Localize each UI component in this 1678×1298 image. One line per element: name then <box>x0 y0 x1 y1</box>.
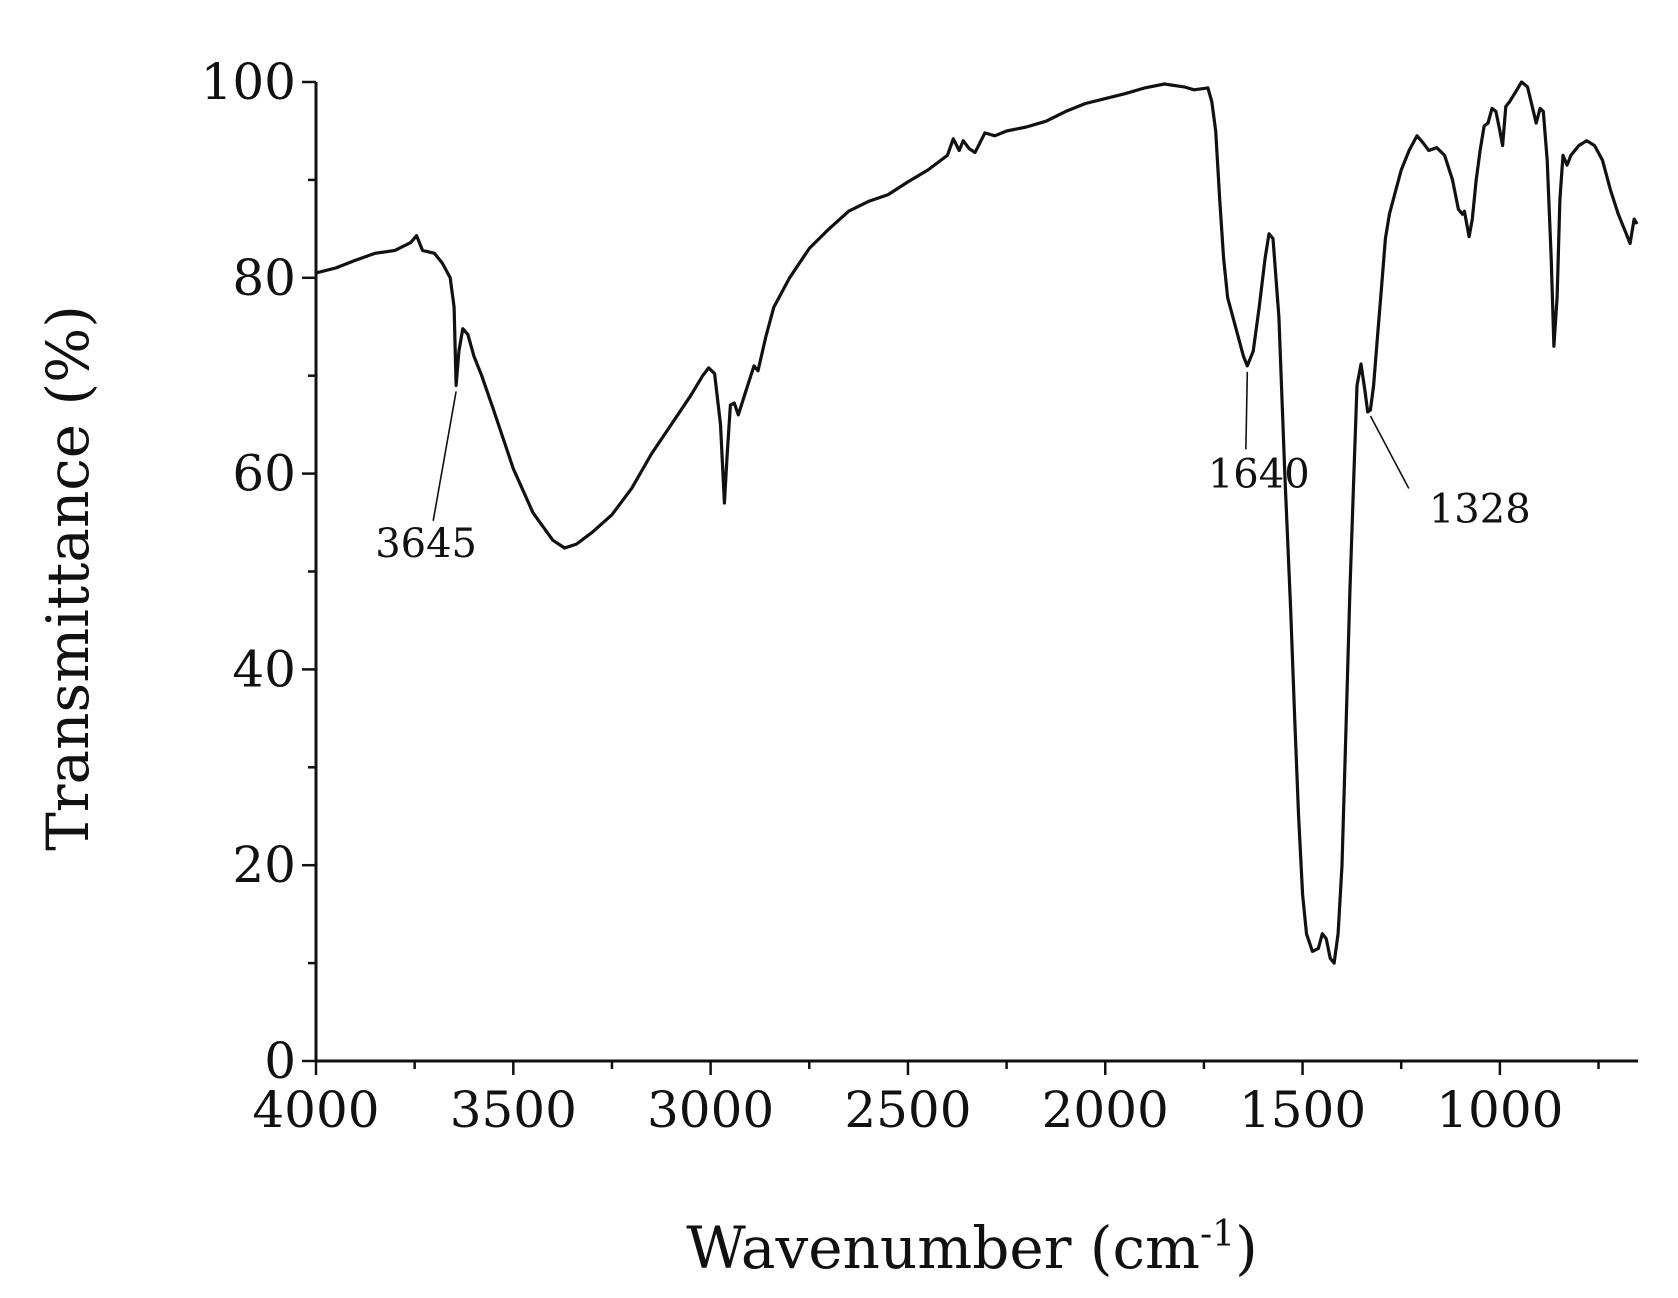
series-layer <box>315 80 1639 965</box>
annotation-leader-line <box>1369 415 1410 489</box>
annotation-leader-line <box>432 391 457 521</box>
ticks: 0 20 40 60 80 100 4000 3500 3000 2500 2000 1500 1000 <box>201 53 1600 1139</box>
y-tick-label: 100 <box>201 53 296 111</box>
x-tick-label: 2500 <box>844 1081 971 1139</box>
x-axis-title: Wavenumber (cm-1) <box>686 1214 1257 1282</box>
x-axis-title-superscript: -1 <box>1200 1214 1235 1255</box>
annotation-label: 1328 <box>1429 487 1531 533</box>
annotation-label: 1640 <box>1208 451 1310 497</box>
annotation-label: 3645 <box>375 521 477 567</box>
y-tick-label: 0 <box>264 1032 296 1090</box>
axes <box>314 82 1638 1063</box>
x-tick-label: 3000 <box>647 1081 774 1139</box>
x-tick-label: 1500 <box>1239 1081 1366 1139</box>
y-tick-label: 60 <box>232 445 296 503</box>
y-axis-title: Transmittance (%) <box>34 305 102 851</box>
x-tick-label: 2000 <box>1042 1081 1169 1139</box>
spectrum-line <box>315 80 1639 965</box>
y-tick-label: 40 <box>232 640 296 698</box>
y-tick-label: 80 <box>232 249 296 307</box>
y-tick-label: 20 <box>232 836 296 894</box>
annotations: 3645 1640 1328 <box>375 371 1531 567</box>
x-tick-label: 4000 <box>252 1081 379 1139</box>
x-tick-label: 3500 <box>450 1081 577 1139</box>
annotation-leader-line <box>1245 371 1249 450</box>
x-tick-label: 1000 <box>1436 1081 1563 1139</box>
